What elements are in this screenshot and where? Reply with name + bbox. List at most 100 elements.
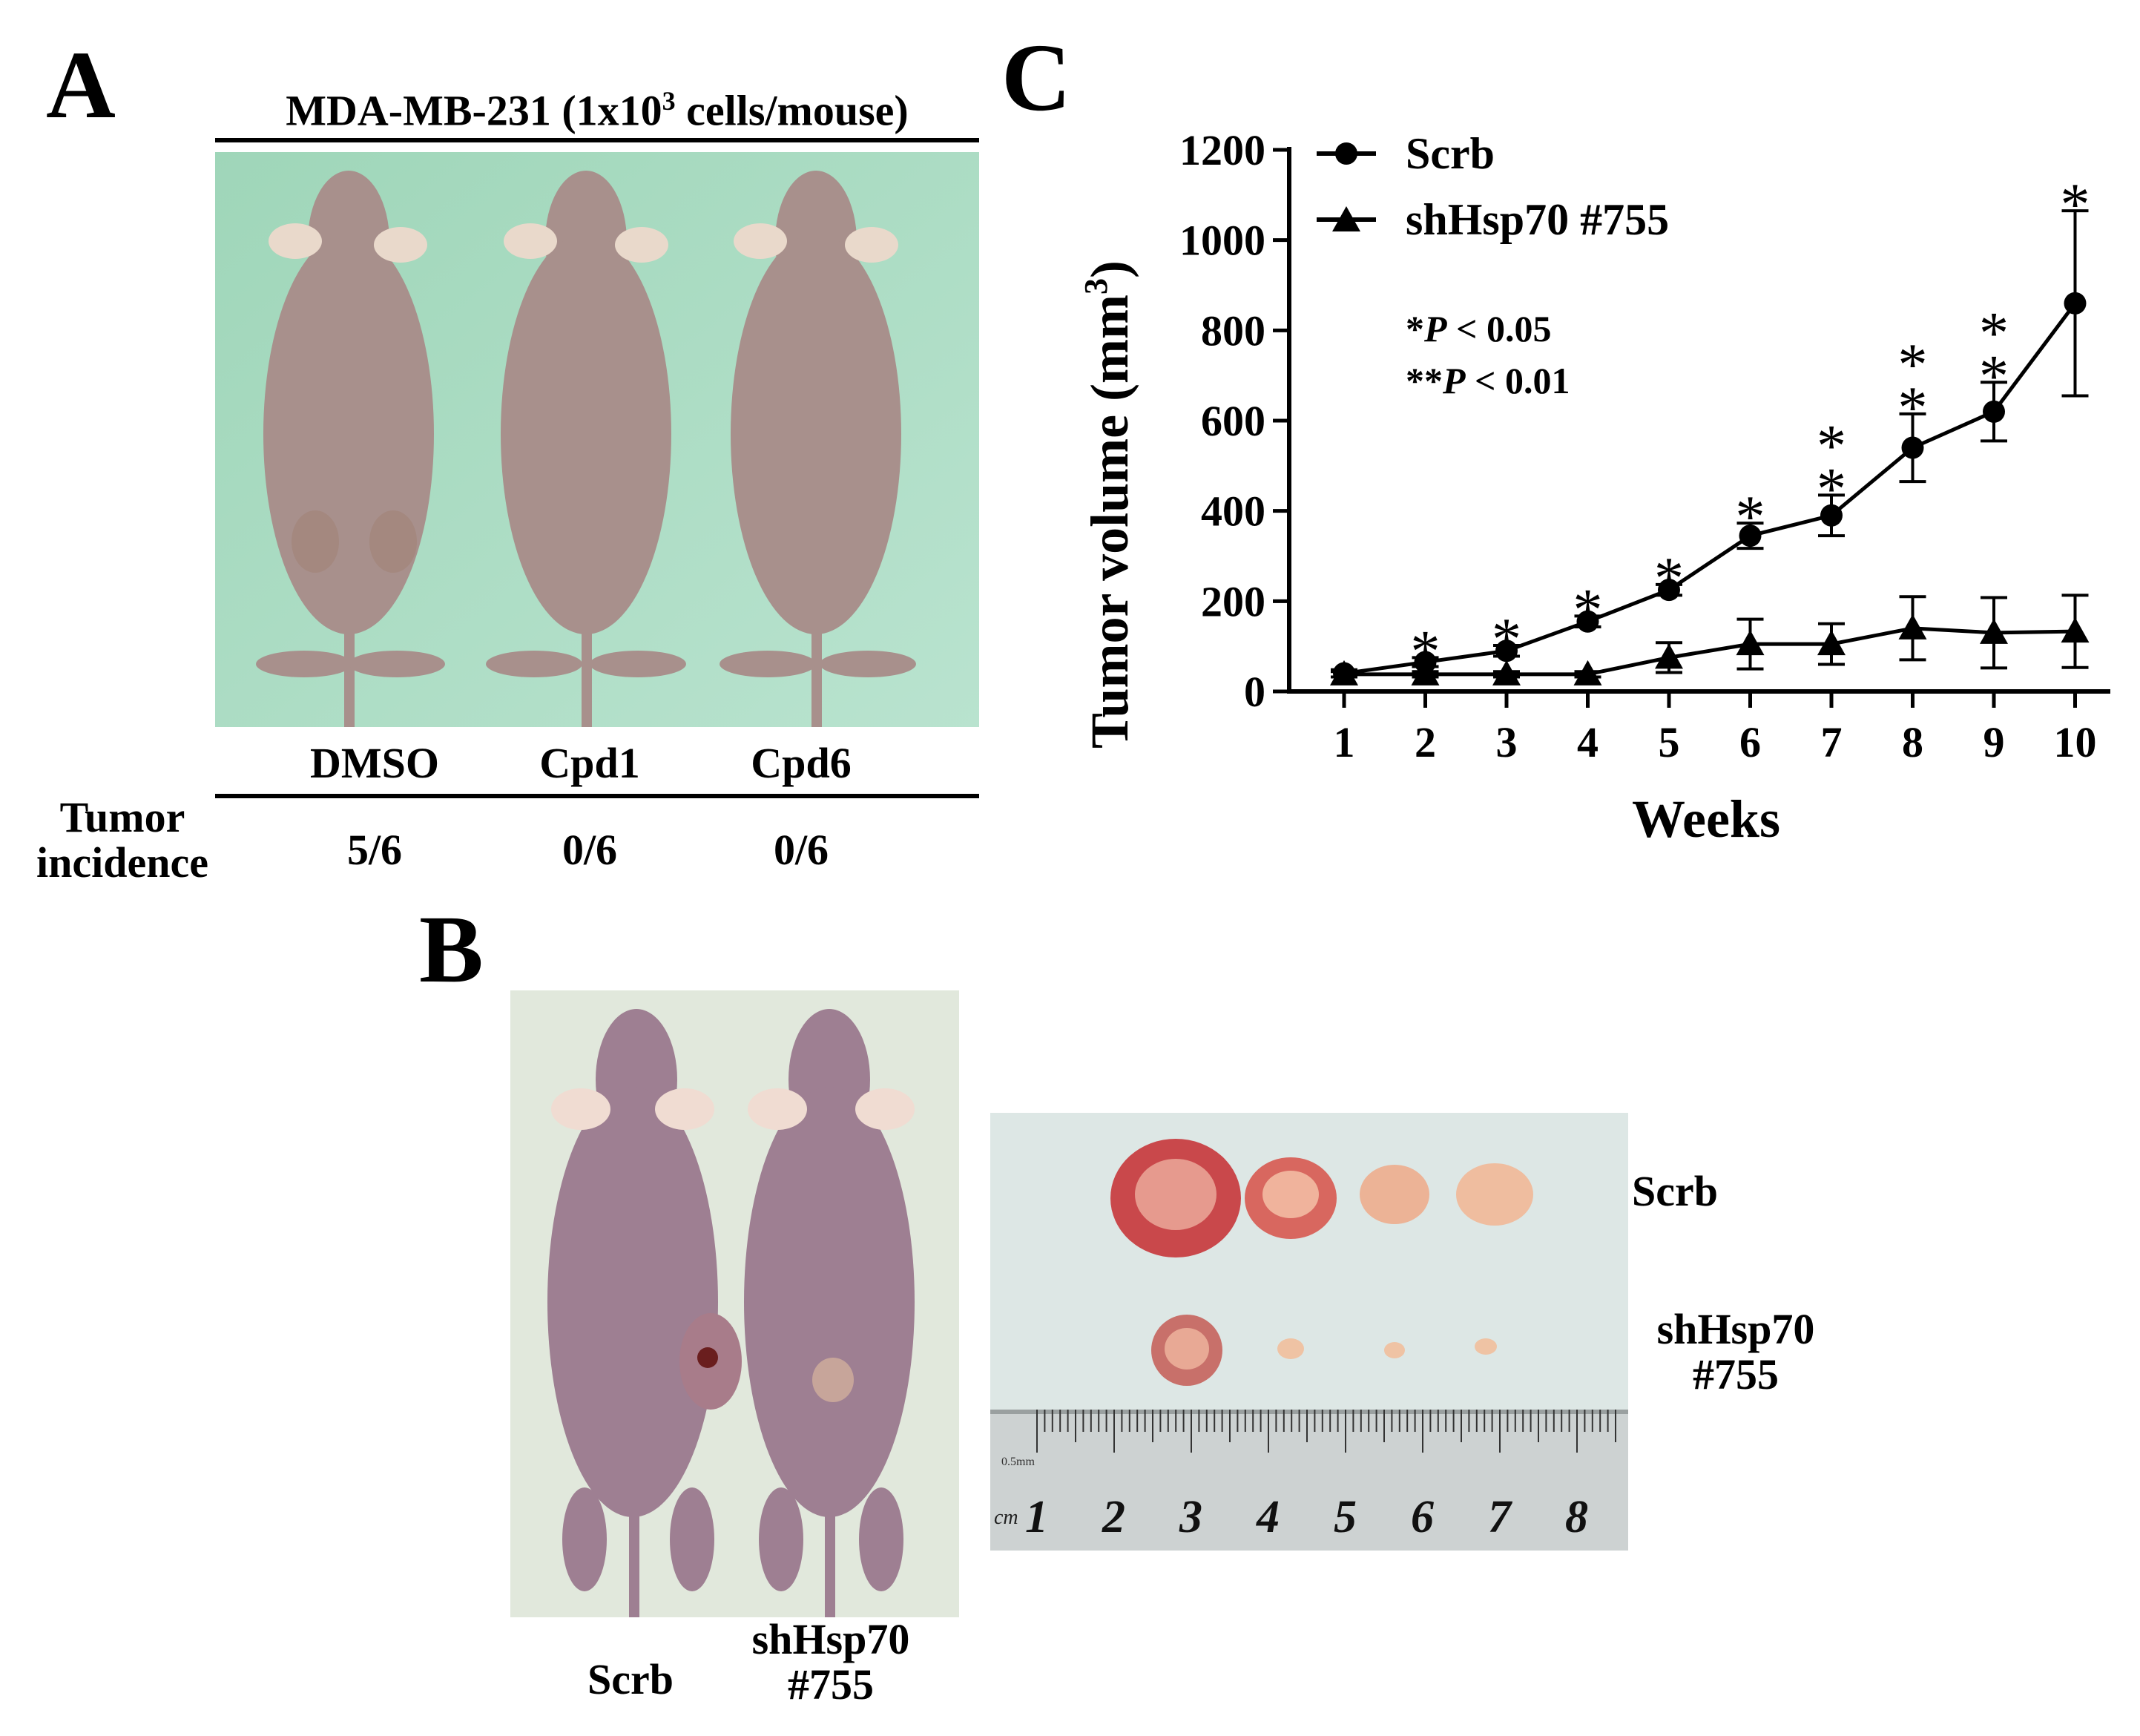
panel-b-mice-illustration [510,990,959,1617]
y-tick-label: 200 [1201,577,1265,625]
panel-a-label: A [46,32,116,139]
data-point-scrb [1983,400,2005,423]
significance-star: * [1817,456,1846,522]
significance-star: * [1898,375,1928,441]
panel-b-tumor-illustration [990,1113,1628,1551]
mouse-shhsp70 [744,1009,915,1617]
series-line-scrb [1343,302,2077,676]
data-point-shhsp70 [1411,660,1440,685]
ruler-body [990,1410,1628,1551]
x-tick-label: 3 [1496,718,1518,766]
data-point-scrb [1576,610,1599,633]
b-mouse-label-shhsp70: shHsp70 #755 [720,1617,942,1708]
ruler-number: 8 [1565,1492,1588,1542]
data-point-shhsp70 [1736,630,1765,656]
sig-note-line1-p: P [1423,308,1447,349]
sig-note-line2: **P < 0.01 [1406,360,1570,401]
mouse-cpd6 [720,171,916,727]
panel-a-header: MDA-MB-231 (1x103 cells/mouse) [215,85,979,135]
significance-star: * [1492,607,1521,672]
incidence-dmso: 5/6 [346,826,403,874]
data-point-shhsp70 [1573,660,1602,685]
group-label-dmso: DMSO [310,739,439,787]
mouse-dmso [256,171,445,727]
data-point-shhsp70 [1817,630,1846,656]
ruler-ticks [1001,1410,1617,1476]
sig-note-line2-suffix: < 0.01 [1466,360,1570,401]
group-label-cpd6: Cpd6 [751,739,852,787]
ruler-unit: cm [994,1506,1018,1529]
panel-b-label: B [419,896,484,1003]
data-point-shhsp70 [1898,614,1927,640]
y-tick-label: 1200 [1179,126,1265,174]
data-point-scrb [1658,579,1680,602]
legend-shhsp70-marker [1332,206,1360,231]
data-point-shhsp70 [1330,660,1358,685]
significance-star: * [1654,546,1684,611]
tumor-label-line1: Tumor [59,793,185,841]
sig-note-line2-p: P [1442,360,1466,401]
y-axis-title: Tumor volume (mm3) [1078,260,1139,749]
x-tick-label: 10 [2054,718,2097,766]
panel-a-mice-photo [215,152,979,727]
ruler-number: 5 [1334,1492,1357,1542]
significance-star: * [1573,577,1603,642]
ruler-number: 3 [1179,1492,1202,1542]
panel-a-bottom-rule [215,794,979,798]
ruler-small-text: 0.5mm [1001,1456,1035,1468]
y-tick-label: 400 [1201,487,1265,536]
data-point-scrb [1739,525,1762,548]
significance-star: * [1979,300,2009,366]
significance-star: * [2061,172,2090,237]
x-tick-label: 4 [1577,718,1599,766]
legend: Scrb shHsp70 #755 [1317,129,1669,244]
ruler-number: 6 [1411,1492,1434,1542]
header-suffix: cells/mouse) [675,86,909,135]
panel-c-chart: 0 200 400 600 800 1000 1200 1 2 3 4 5 6 7 8 9 10 * * * * * *… [1068,111,2121,861]
y-axis-title-sup: 3 [1078,278,1114,295]
panel-b-mice-photo [510,990,959,1617]
x-tick-label: 8 [1902,718,1923,766]
y-tick-label: 0 [1244,668,1265,716]
sig-note-line1-prefix: * [1406,308,1424,349]
group-label-cpd1: Cpd1 [539,739,640,787]
tumor-row-label-shhsp70-line2: #755 [1693,1349,1779,1398]
header-sup: 3 [662,86,676,116]
b-mouse-label-scrb-text: Scrb [587,1655,674,1703]
x-tick-label: 9 [1983,718,2005,766]
data-point-shhsp70 [1655,643,1683,669]
incidence-cpd1: 0/6 [562,826,618,874]
ruler-ticks-svg [1036,1410,1616,1453]
significance-star: * [1817,413,1846,479]
y-axis-title-close: ) [1080,260,1139,278]
data-point-shhsp70 [1980,618,2008,644]
x-tick-labels: 1 2 3 4 5 6 7 8 9 10 [1334,718,2097,766]
panel-a-mice-illustration [215,152,979,727]
x-axis-title: Weeks [1632,789,1780,849]
shhsp70-tumors [1151,1315,1497,1386]
scrb-tumors [1110,1139,1533,1257]
ruler-number: 4 [1257,1492,1280,1542]
ruler-number: 1 [1025,1492,1048,1542]
series-line-shhsp70 [1344,626,2075,677]
y-tick-label: 800 [1201,306,1265,355]
significance-star: * [1979,343,2009,409]
incidence-cpd6: 0/6 [773,826,829,874]
ruler-number: 2 [1102,1492,1125,1542]
y-tick-labels: 0 200 400 600 800 1000 1200 [1179,126,1265,716]
data-point-scrb [1820,504,1843,527]
tumor-row-label-shhsp70-line1: shHsp70 [1656,1305,1815,1353]
series-layer [1330,209,2090,685]
y-axis-title-main: Tumor volume (mm [1080,295,1139,749]
x-tick-label: 5 [1659,718,1680,766]
sig-note-line2-prefix: ** [1406,360,1443,401]
mouse-scrb [547,1009,742,1617]
x-tick-label: 2 [1415,718,1436,766]
panel-a-top-rule [215,138,979,142]
tumor-incidence-label: Tumor incidence [15,795,230,886]
x-tick-label: 7 [1821,718,1843,766]
sig-note-line1: *P < 0.05 [1406,308,1552,349]
header-prefix: MDA-MB-231 (1x10 [286,86,662,135]
significance-star: * [1411,619,1441,684]
